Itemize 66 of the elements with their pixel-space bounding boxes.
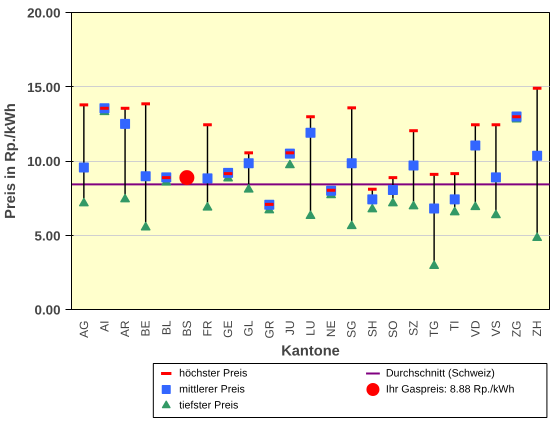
point bbox=[490, 172, 501, 182]
y-tick-label: 5.00 bbox=[34, 228, 61, 244]
point bbox=[244, 184, 254, 193]
x-tick-label: AI bbox=[97, 320, 112, 332]
x-tick-label: AR bbox=[118, 320, 132, 338]
point bbox=[450, 206, 460, 216]
x-tick-label: JU bbox=[282, 320, 297, 336]
point bbox=[532, 232, 542, 242]
x-tick-label: GE bbox=[221, 320, 236, 338]
x-tick-label: LU bbox=[304, 320, 318, 336]
x-tick-label: VS bbox=[488, 320, 503, 337]
x-tick-label: GR bbox=[262, 320, 276, 338]
x-tick-label: BS bbox=[180, 320, 194, 337]
point bbox=[202, 202, 212, 211]
y-tick-label: 20.00 bbox=[27, 6, 61, 20]
point bbox=[78, 198, 89, 206]
point bbox=[450, 194, 460, 204]
point bbox=[244, 158, 254, 168]
y-tick-label: 10.00 bbox=[27, 154, 61, 169]
point bbox=[490, 210, 501, 218]
point bbox=[346, 220, 357, 230]
legend-label: Ihr Gaspreis: 8.88 Rp./kWh bbox=[386, 384, 514, 396]
x-tick-label: ZG bbox=[510, 320, 524, 338]
point bbox=[429, 260, 440, 269]
point bbox=[388, 198, 398, 206]
point bbox=[140, 171, 151, 182]
x-tick-label: GL bbox=[242, 320, 256, 337]
x-tick-label: BE bbox=[138, 320, 153, 337]
x-tick-label: VD bbox=[468, 320, 482, 338]
x-axis-title: Kantone bbox=[281, 344, 340, 360]
x-tick-label: SG bbox=[344, 320, 359, 338]
legend-label: höchster Preis bbox=[179, 368, 248, 380]
point bbox=[367, 194, 378, 204]
legend-label: Durchschnitt (Schweiz) bbox=[386, 368, 495, 380]
x-tick-label: TI bbox=[448, 320, 462, 332]
x-tick-label: ZH bbox=[530, 320, 544, 336]
y-tick-label: 15.00 bbox=[27, 80, 61, 95]
point bbox=[429, 204, 440, 214]
point bbox=[388, 184, 398, 195]
point bbox=[367, 204, 378, 212]
legend-label: mittlerer Preis bbox=[179, 384, 245, 396]
point bbox=[140, 222, 151, 230]
point bbox=[470, 201, 480, 210]
x-tick-label: TG bbox=[427, 320, 442, 338]
point bbox=[120, 118, 130, 129]
x-tick-label: SO bbox=[386, 320, 400, 338]
x-tick-label: SZ bbox=[406, 320, 421, 336]
y-axis-title: Preis in Rp./kWh bbox=[3, 103, 20, 219]
x-tick-label: FR bbox=[200, 320, 214, 336]
point bbox=[78, 162, 89, 173]
x-tick-label: SH bbox=[365, 320, 380, 338]
point bbox=[408, 200, 419, 210]
point bbox=[470, 140, 480, 151]
x-tick-label: NE bbox=[324, 320, 338, 338]
point bbox=[408, 160, 419, 170]
point bbox=[284, 159, 295, 168]
x-tick-label: BL bbox=[159, 320, 174, 336]
point bbox=[532, 150, 542, 161]
point bbox=[306, 128, 316, 138]
point bbox=[120, 194, 130, 202]
y-tick-label: 0.00 bbox=[34, 302, 61, 318]
point bbox=[306, 210, 316, 220]
point bbox=[346, 158, 357, 168]
x-tick-label: AG bbox=[76, 320, 91, 338]
point bbox=[202, 173, 212, 184]
legend-label: tiefster Preis bbox=[179, 400, 238, 412]
